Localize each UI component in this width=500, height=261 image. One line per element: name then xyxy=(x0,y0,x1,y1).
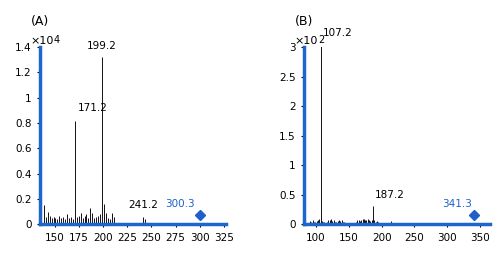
Text: 199.2: 199.2 xyxy=(87,41,117,51)
Text: 171.2: 171.2 xyxy=(78,103,108,113)
Text: 2: 2 xyxy=(318,35,324,45)
Text: 341.3: 341.3 xyxy=(442,199,472,209)
Text: ×10: ×10 xyxy=(295,36,318,46)
Text: 300.3: 300.3 xyxy=(166,199,195,209)
Text: ×10: ×10 xyxy=(30,36,54,46)
Text: 107.2: 107.2 xyxy=(322,28,352,38)
Text: 4: 4 xyxy=(54,35,60,45)
Text: 187.2: 187.2 xyxy=(375,189,405,200)
Text: (B): (B) xyxy=(295,15,313,28)
Text: (A): (A) xyxy=(30,15,49,28)
Text: 241.2: 241.2 xyxy=(128,200,158,210)
